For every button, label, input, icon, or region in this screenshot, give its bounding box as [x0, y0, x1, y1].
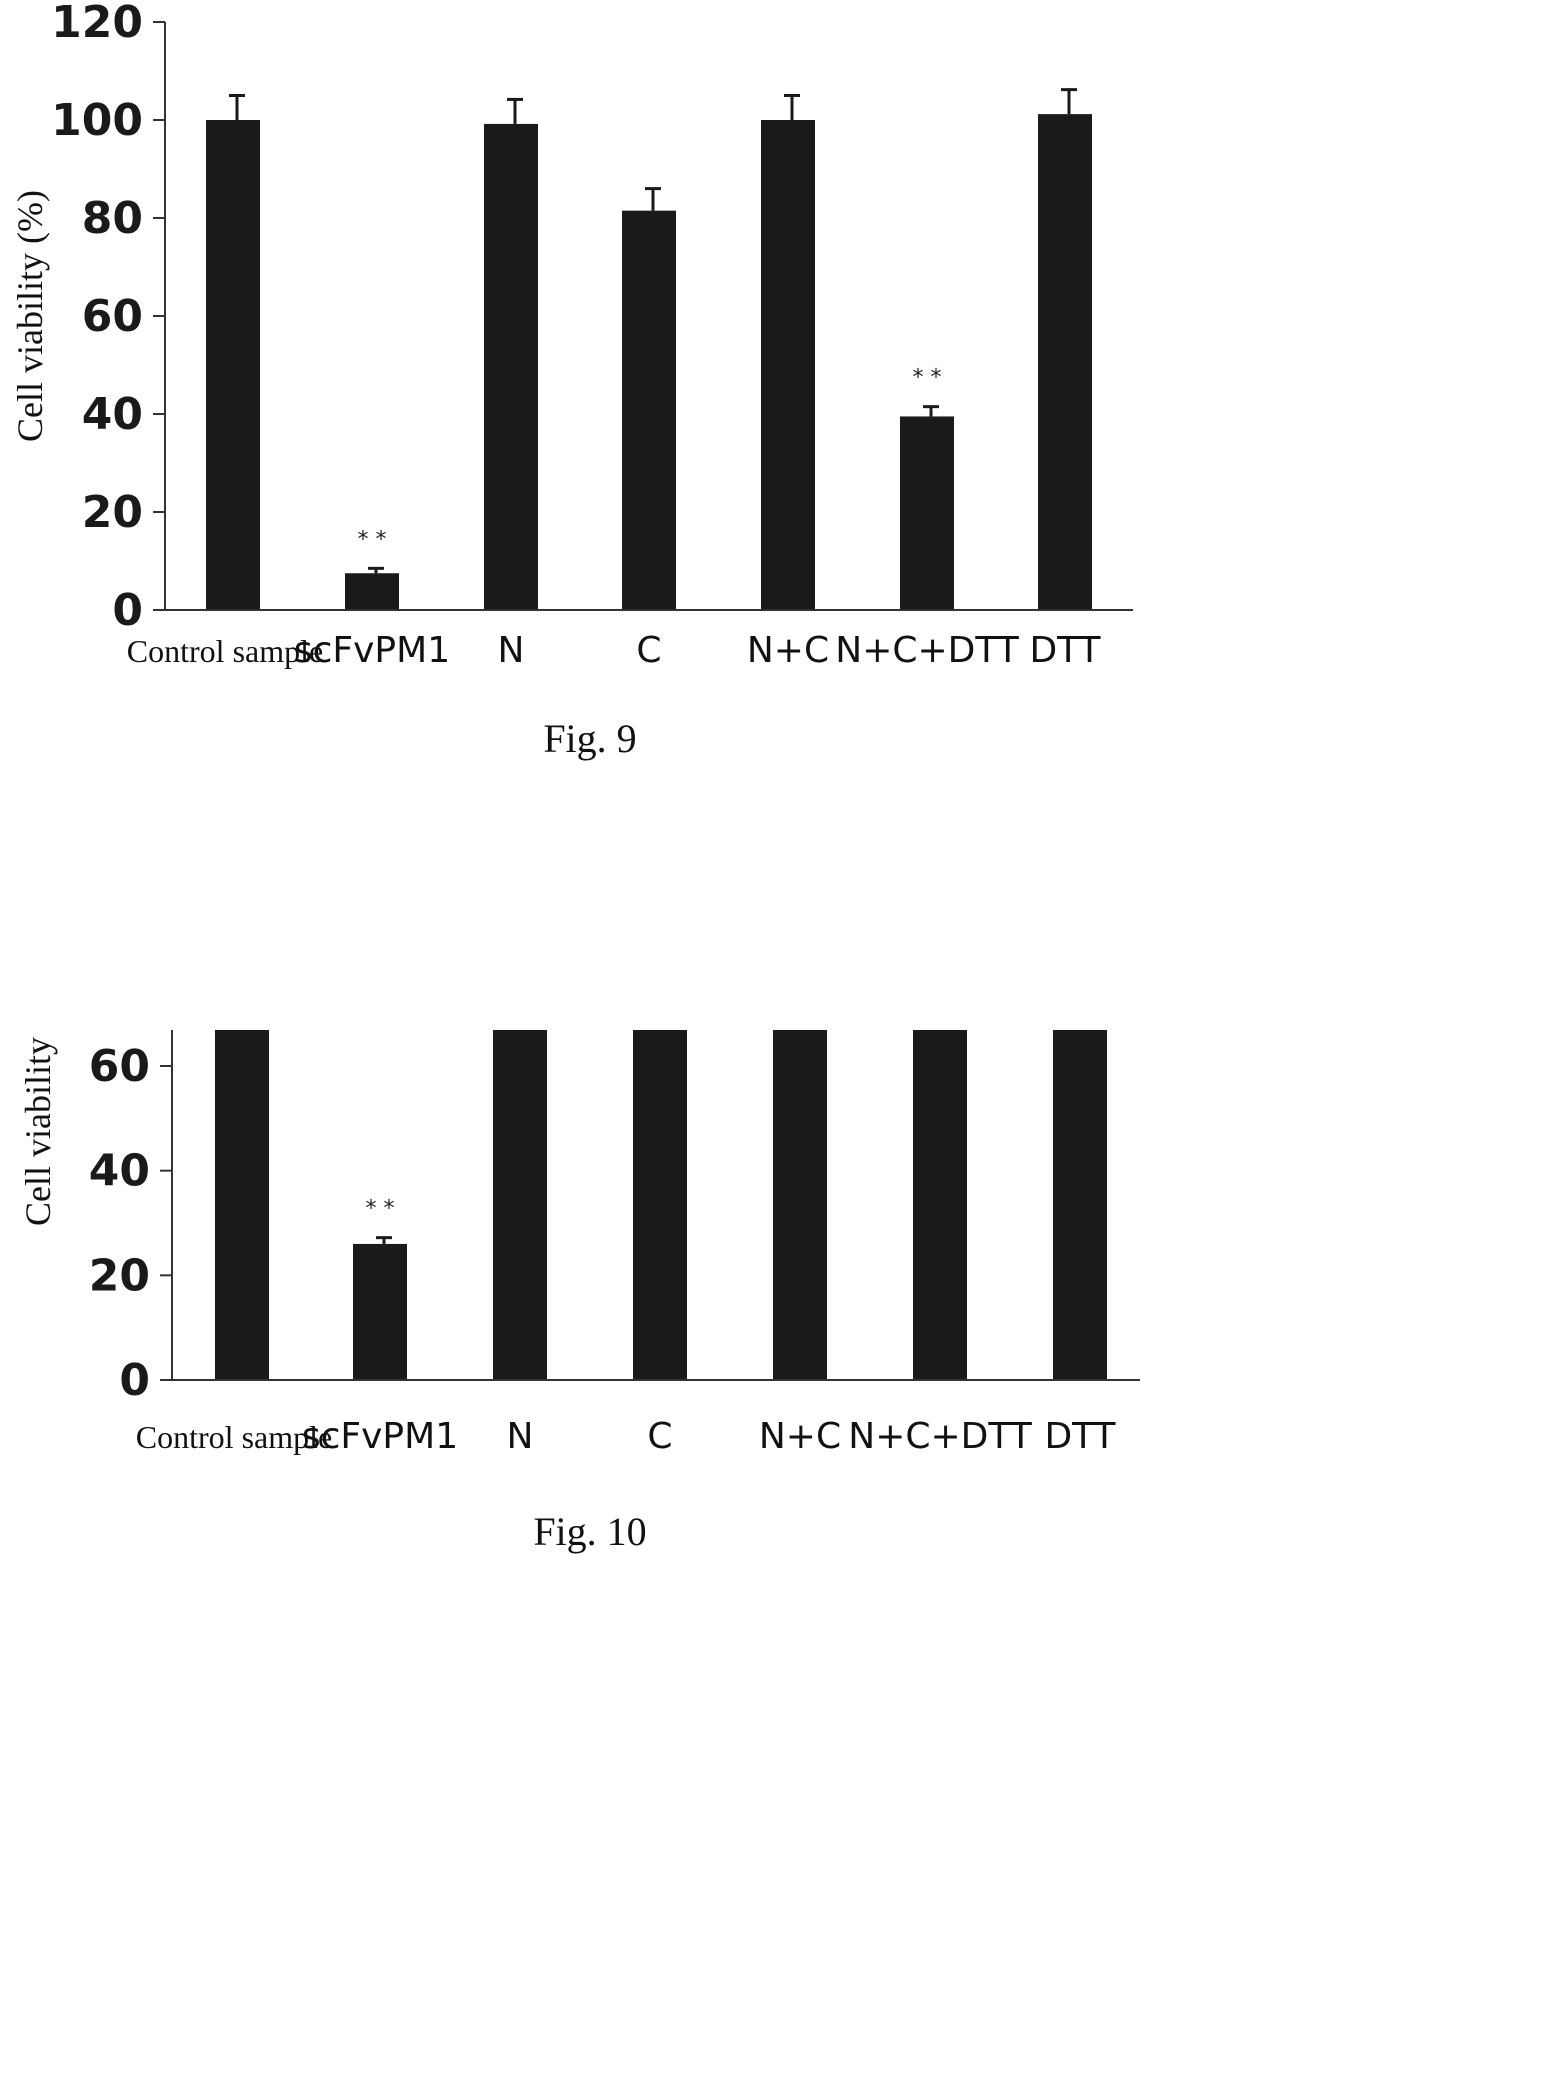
y-tick-label: 20	[89, 1250, 150, 1301]
error-bars	[376, 1236, 392, 1244]
category-label-0: Control sample	[127, 633, 323, 669]
y-tick-label: 80	[82, 193, 143, 244]
y-axis-ticks: 0 20 40 60 80 100 120	[51, 0, 165, 636]
category-label-1: scFvPM1	[302, 1416, 458, 1457]
y-tick-label: 0	[112, 585, 143, 636]
category-label-5: N+C+DTT	[848, 1416, 1032, 1457]
y-tick-label: 40	[89, 1146, 150, 1197]
y-tick-label: 60	[82, 291, 143, 342]
y-tick-label: 100	[51, 95, 143, 146]
bar-3	[622, 210, 676, 610]
bar-0	[215, 1030, 269, 1380]
category-label-3: C	[636, 630, 661, 671]
significance-annotation: * *	[913, 366, 942, 391]
bar-2	[493, 1030, 547, 1380]
category-label-0: Control sample	[136, 1419, 332, 1455]
category-label-3: C	[647, 1416, 672, 1457]
bar-5	[900, 416, 954, 610]
category-label-4: N+C	[747, 630, 829, 671]
category-label-5: N+C+DTT	[835, 630, 1019, 671]
significance-annotation: * *	[366, 1197, 395, 1222]
bar-3	[633, 1030, 687, 1380]
y-tick-label: 60	[89, 1041, 150, 1092]
bar-2	[484, 123, 538, 611]
bar-6	[1038, 114, 1092, 611]
bar-1	[345, 573, 399, 610]
bars	[206, 114, 1092, 611]
error-bars	[229, 88, 1077, 574]
bar-0	[206, 120, 260, 610]
figure-caption: Fig. 10	[533, 1509, 646, 1554]
bar-1	[353, 1243, 407, 1380]
significance-annotation: * *	[358, 527, 387, 552]
figure-caption: Fig. 9	[543, 716, 636, 761]
bar-4	[773, 1030, 827, 1380]
y-tick-label: 120	[51, 0, 143, 48]
bars	[215, 1030, 1107, 1380]
annotations: * *	[366, 1197, 395, 1222]
y-tick-label: 0	[119, 1355, 150, 1406]
bar-6	[1053, 1030, 1107, 1380]
y-tick-label: 20	[82, 487, 143, 538]
category-label-4: N+C	[759, 1416, 841, 1457]
annotations: * * * *	[358, 366, 942, 553]
category-label-1: scFvPM1	[294, 630, 450, 671]
category-label-2: N	[498, 630, 525, 671]
bar-4	[761, 120, 815, 610]
y-axis-label: Cell viability (%)	[10, 190, 50, 442]
bar-5	[913, 1030, 967, 1380]
y-axis-label: Cell viability (%)	[18, 1030, 58, 1226]
figure-9-chart: 0 20 40 60 80 100 120 * * * * Control samplescF…	[10, 0, 1133, 761]
category-label-6: DTT	[1029, 630, 1101, 671]
category-label-2: N	[507, 1416, 534, 1457]
y-tick-label: 40	[82, 389, 143, 440]
category-label-6: DTT	[1044, 1416, 1116, 1457]
